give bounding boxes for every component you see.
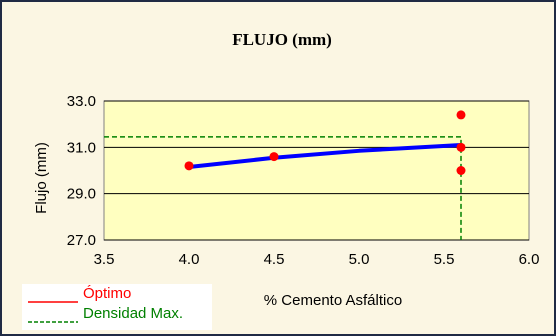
chart-title: FLUJO (mm): [232, 30, 332, 49]
y-tick-label: 33.0: [67, 93, 96, 110]
x-tick-label: 5.5: [434, 251, 455, 268]
data-point: [456, 166, 466, 175]
trend-line: [187, 143, 463, 170]
reference-lines: [104, 136, 462, 240]
legend-label: Densidad Max.: [83, 305, 183, 322]
y-tick-label: 27.0: [67, 232, 96, 249]
legend: Óptimo Densidad Max.: [22, 284, 212, 330]
x-tick-label: 6.0: [519, 251, 540, 268]
legend-label: Óptimo: [83, 285, 131, 302]
data-point: [184, 161, 194, 171]
density-max-reference-line: [104, 136, 462, 240]
y-tick-labels: 27.0 29.0 31.0 33.0: [67, 93, 96, 249]
y-axis-label: Flujo (mm): [33, 142, 50, 214]
x-axis-label: % Cemento Asfáltico: [264, 292, 402, 309]
data-point: [269, 152, 279, 162]
x-tick-label: 4.5: [264, 251, 285, 268]
y-tick-label: 29.0: [67, 186, 96, 203]
data-point: [456, 110, 466, 120]
data-points: [184, 110, 466, 175]
data-point: [456, 142, 466, 152]
x-tick-label: 3.5: [94, 251, 115, 268]
x-tick-label: 4.0: [179, 251, 200, 268]
y-tick-label: 31.0: [67, 139, 96, 156]
trend-lines: [187, 143, 463, 170]
x-tick-labels: 3.5 4.0 4.5 5.0 5.5 6.0: [94, 251, 540, 268]
x-tick-label: 5.0: [349, 251, 370, 268]
